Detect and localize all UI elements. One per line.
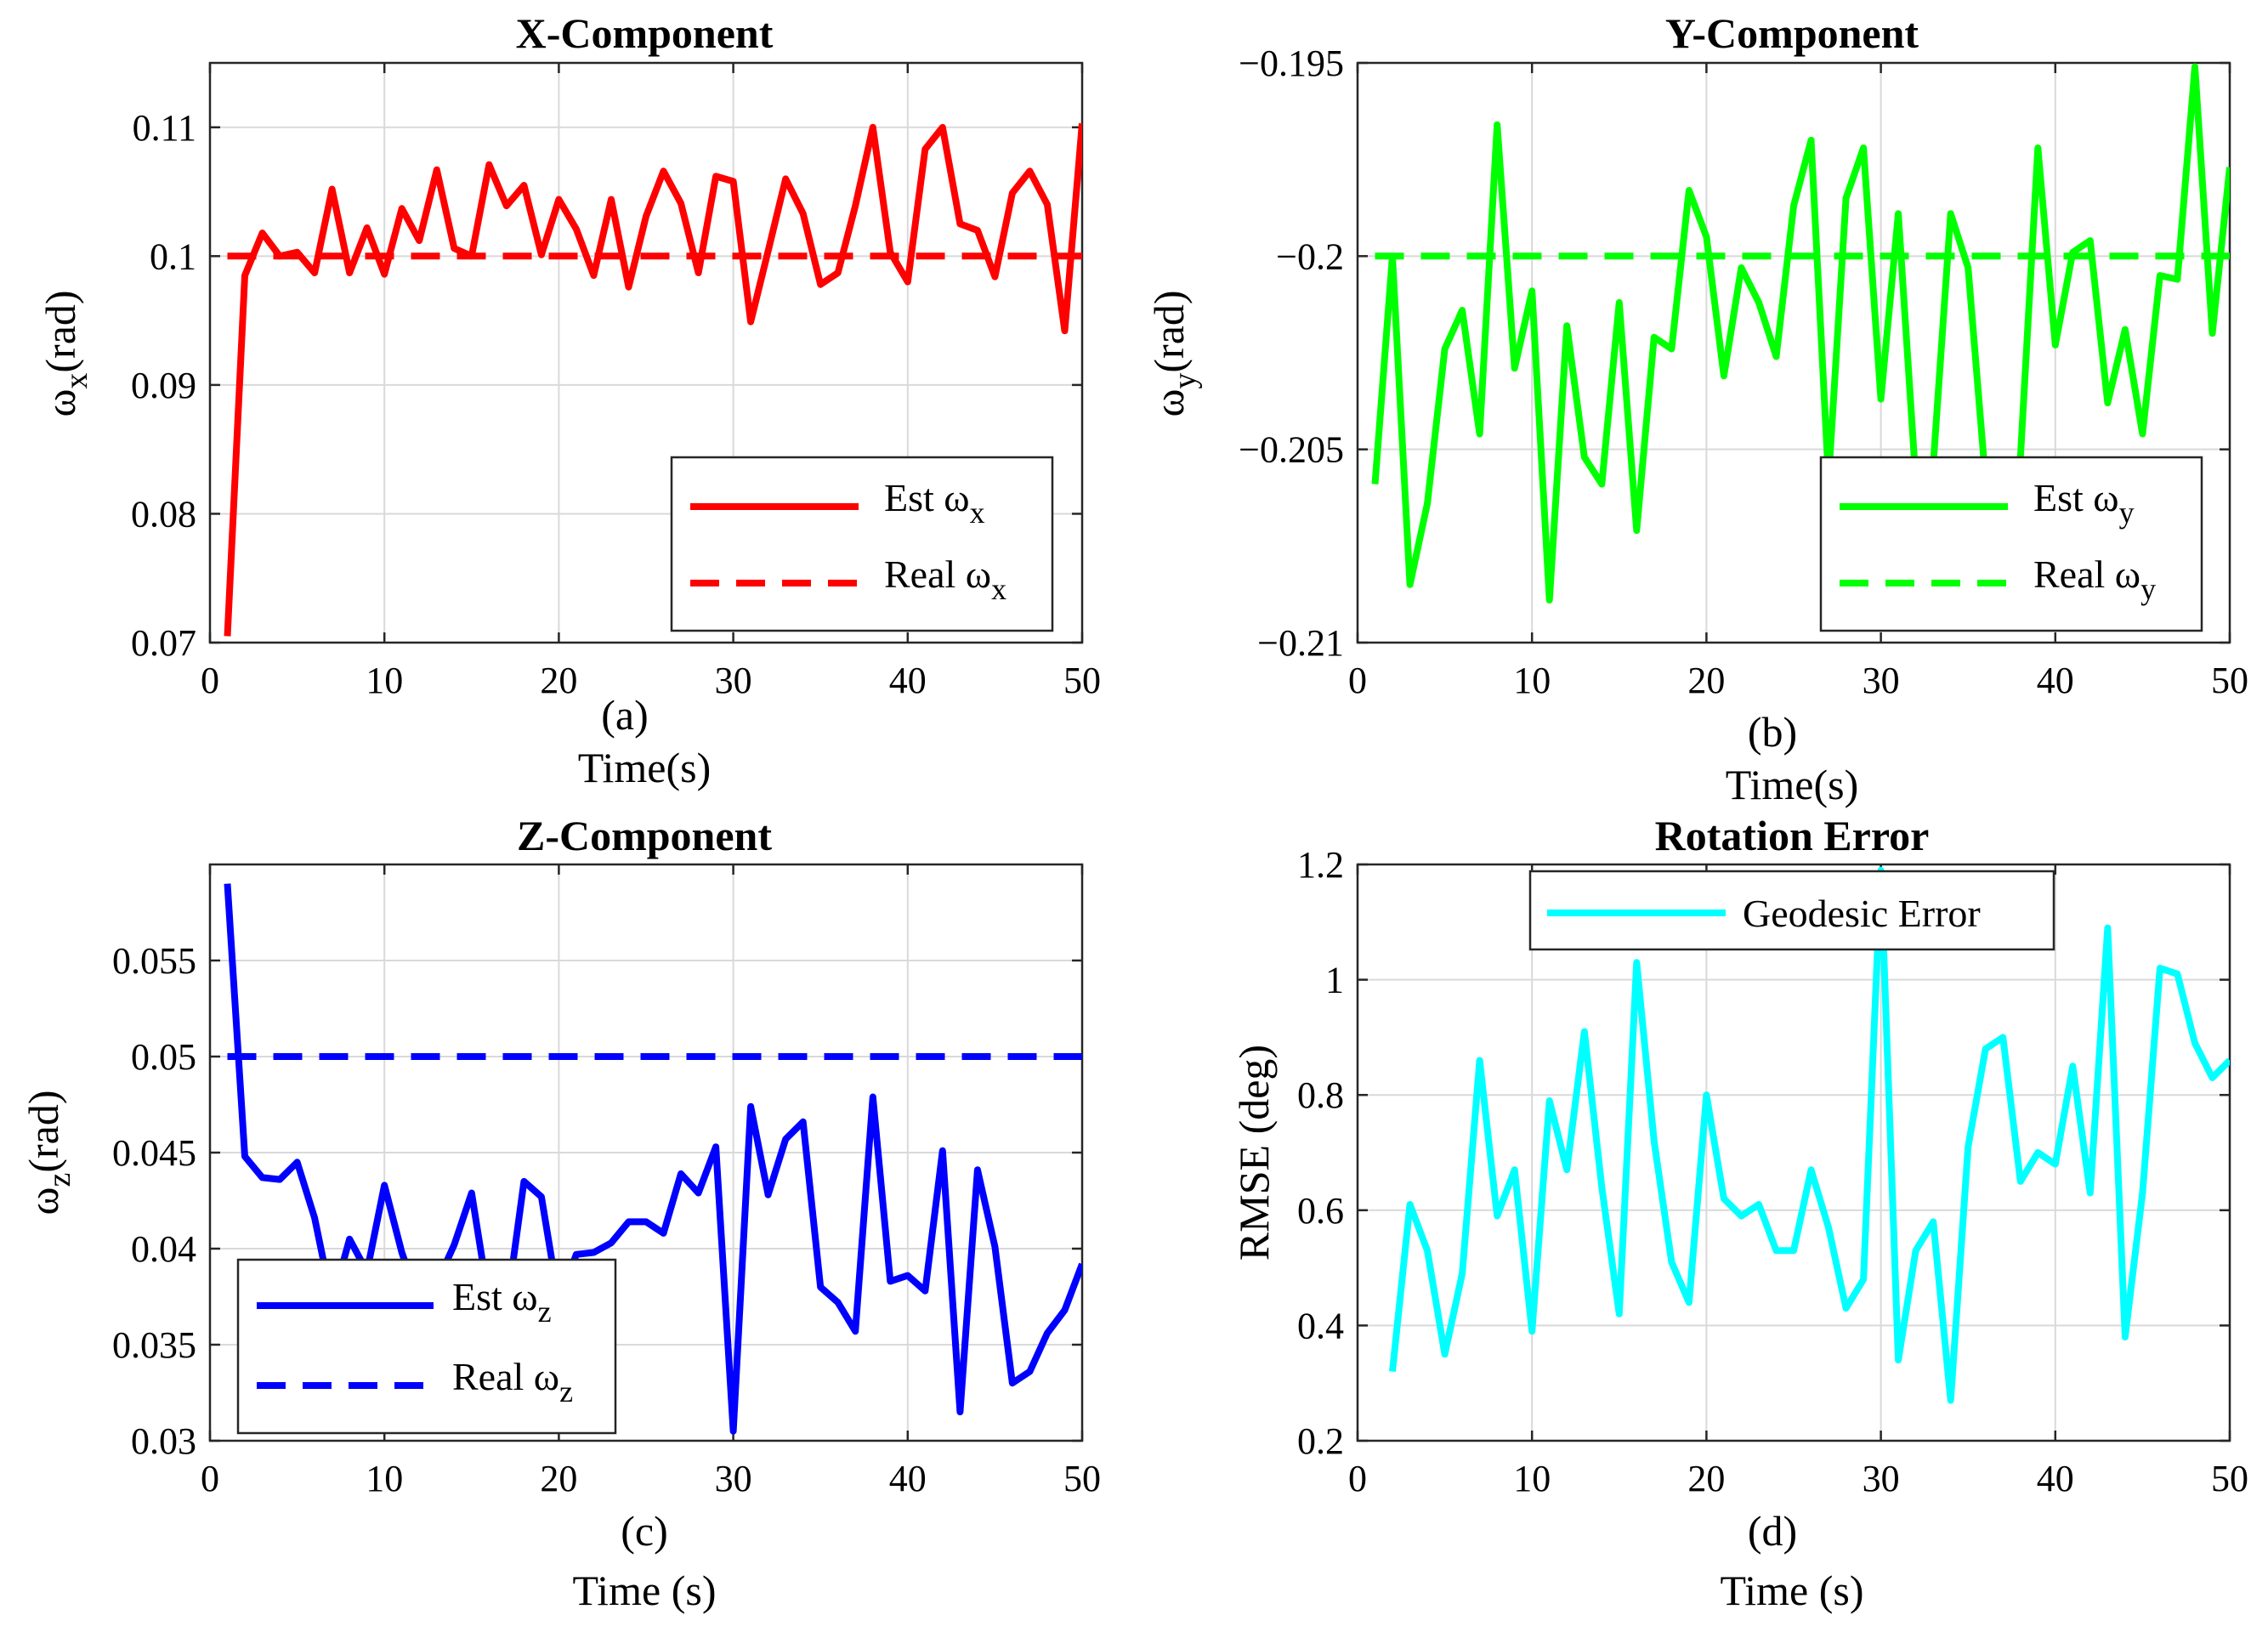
- y-tick-label: 0.035: [112, 1324, 196, 1366]
- panel-b-legend: Est ωy Real ωy: [1819, 456, 2203, 632]
- x-tick-label: 0: [201, 660, 219, 701]
- panel-a-title: X-Component: [516, 9, 774, 57]
- y-tick-label: 0.1: [150, 235, 196, 277]
- series-line-b-0: [1371, 63, 2230, 604]
- y-tick-label: 1.2: [1297, 844, 1344, 886]
- y-tick-label: 0.07: [131, 622, 196, 664]
- panel-c-title: Z-Component: [517, 812, 772, 859]
- x-tick-label: 40: [889, 1458, 927, 1499]
- panel-a-xlabel: Time(s): [578, 744, 712, 791]
- panel-d-sublabel: (d): [1748, 1507, 1797, 1555]
- panel-y-component: Y-Component 0 10 20 30 40 50 −0.21 −0.205 −0.2 −0…: [1145, 9, 2248, 808]
- y-tick-label: 0.4: [1297, 1305, 1344, 1346]
- x-tick-label: 50: [2211, 660, 2248, 701]
- panel-a-sublabel: (a): [601, 691, 649, 739]
- y-tick-label: 0.8: [1297, 1074, 1344, 1116]
- series-line-a-0: [224, 122, 1082, 637]
- legend-real-wz-label: Real ωz: [452, 1355, 573, 1408]
- series-line-c-0: [224, 883, 1082, 1435]
- y-tick-label: 0.08: [131, 493, 196, 535]
- y-tick-label: 0.11: [133, 107, 196, 149]
- y-tick-label: 0.04: [131, 1228, 196, 1270]
- x-tick-label: 50: [1063, 660, 1101, 701]
- x-tick-label: 50: [1063, 1458, 1101, 1499]
- series-line-d-0: [1389, 866, 2230, 1404]
- y-tick-label: 0.2: [1297, 1420, 1344, 1462]
- panel-c-ylabel: ωz(rad): [20, 1091, 77, 1216]
- panel-b-legend-box: [1819, 456, 2203, 632]
- x-tick-label: 30: [1863, 660, 1900, 701]
- panel-d-title: Rotation Error: [1655, 812, 1930, 859]
- panel-b-xlabel: Time(s): [1726, 761, 1859, 808]
- x-tick-label: 0: [1348, 660, 1367, 701]
- panel-d-legend: Geodesic Error: [1528, 870, 2055, 951]
- panel-d-ylabel: RMSE (deg): [1230, 1045, 1278, 1261]
- x-tick-label: 10: [366, 1458, 403, 1499]
- panel-a-legend-box: [670, 456, 1054, 632]
- y-tick-label: 1: [1325, 960, 1344, 1001]
- legend-est-wy-label: Est ωy: [2033, 476, 2135, 530]
- y-tick-label: −0.2: [1276, 235, 1344, 277]
- panel-a-plot-area: [208, 61, 1084, 644]
- panel-d-plot-area: [1356, 863, 2231, 1442]
- x-tick-label: 0: [1348, 1458, 1367, 1499]
- panel-a-legend: Est ωx Real ωx: [670, 456, 1054, 632]
- panel-b-title: Y-Component: [1665, 9, 1919, 57]
- x-tick-label: 20: [540, 1458, 577, 1499]
- x-tick-label: 20: [1687, 660, 1725, 701]
- x-tick-label: 30: [715, 1458, 752, 1499]
- legend-est-wz-label: Est ωz: [452, 1275, 552, 1329]
- panel-c-legend-box: [236, 1258, 617, 1435]
- y-tick-label: −0.21: [1257, 622, 1344, 664]
- panel-c-sublabel: (c): [621, 1507, 668, 1555]
- x-tick-label: 20: [540, 660, 577, 701]
- y-tick-label: −0.195: [1239, 42, 1344, 84]
- panel-b-sublabel: (b): [1748, 708, 1797, 756]
- x-tick-label: 10: [366, 660, 403, 701]
- legend-est-wx-label: Est ωx: [884, 476, 985, 530]
- x-tick-label: 30: [1863, 1458, 1900, 1499]
- x-tick-label: 10: [1513, 660, 1551, 701]
- x-tick-label: 40: [2037, 1458, 2074, 1499]
- y-tick-label: 0.05: [131, 1036, 196, 1078]
- legend-geodesic-label: Geodesic Error: [1743, 892, 1981, 935]
- y-tick-label: 0.6: [1297, 1190, 1344, 1232]
- legend-real-wy-label: Real ωy: [2033, 552, 2156, 606]
- x-tick-label: 0: [201, 1458, 219, 1499]
- panel-x-component: X-Component 0 10 20 30 40 50 0.07 0.08 0.09 0.1 0.…: [37, 9, 1101, 791]
- y-tick-label: 0.09: [131, 365, 196, 406]
- y-tick-label: −0.205: [1239, 429, 1344, 471]
- x-tick-label: 40: [889, 660, 927, 701]
- panel-c-legend: Est ωz Real ωz: [236, 1258, 617, 1435]
- y-tick-label: 0.045: [112, 1132, 196, 1174]
- panel-b-plot-area: [1356, 61, 2231, 644]
- y-tick-label: 0.03: [131, 1420, 196, 1462]
- legend-real-wx-label: Real ωx: [884, 552, 1006, 606]
- panel-z-component: Z-Component 0 10 20 30 40 50 0.03 0.035 0.04 0.04…: [20, 812, 1101, 1614]
- panel-c-xlabel: Time (s): [572, 1567, 716, 1614]
- x-tick-label: 10: [1513, 1458, 1551, 1499]
- panel-a-ylabel: ωx(rad): [37, 290, 94, 416]
- x-tick-label: 50: [2211, 1458, 2248, 1499]
- y-tick-label: 0.055: [112, 940, 196, 982]
- x-tick-label: 20: [1687, 1458, 1725, 1499]
- panel-b-ylabel: ωy(rad): [1145, 290, 1203, 416]
- panel-d-xlabel: Time (s): [1720, 1567, 1863, 1614]
- x-tick-label: 30: [715, 660, 752, 701]
- panel-rotation-error: Rotation Error 0 10 20 30 40 50 0.2 0.4 0.6 0.8 1 1…: [1230, 812, 2248, 1614]
- x-tick-label: 40: [2037, 660, 2074, 701]
